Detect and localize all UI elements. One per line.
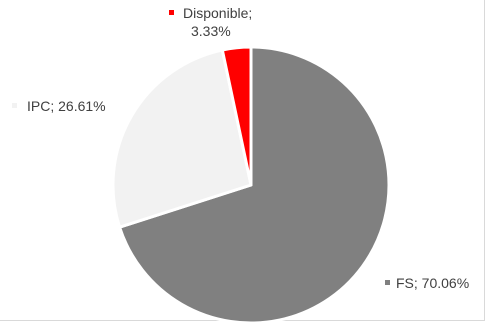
pie-slice-fs [118, 45, 391, 322]
disponible-data-label-line1: Disponible; [183, 5, 252, 21]
fs-label-marker [385, 280, 390, 285]
pie-slices [111, 45, 391, 322]
ipc-label-marker [12, 103, 17, 108]
pie-slice-disponible [220, 45, 253, 187]
ipc-data-label: IPC; 26.61% [27, 98, 106, 114]
disponible-label-marker [169, 10, 174, 15]
pie-slice-ipc [111, 48, 253, 229]
fs-data-label: FS; 70.06% [396, 275, 469, 291]
disponible-data-label-line2: 3.33% [191, 23, 231, 39]
